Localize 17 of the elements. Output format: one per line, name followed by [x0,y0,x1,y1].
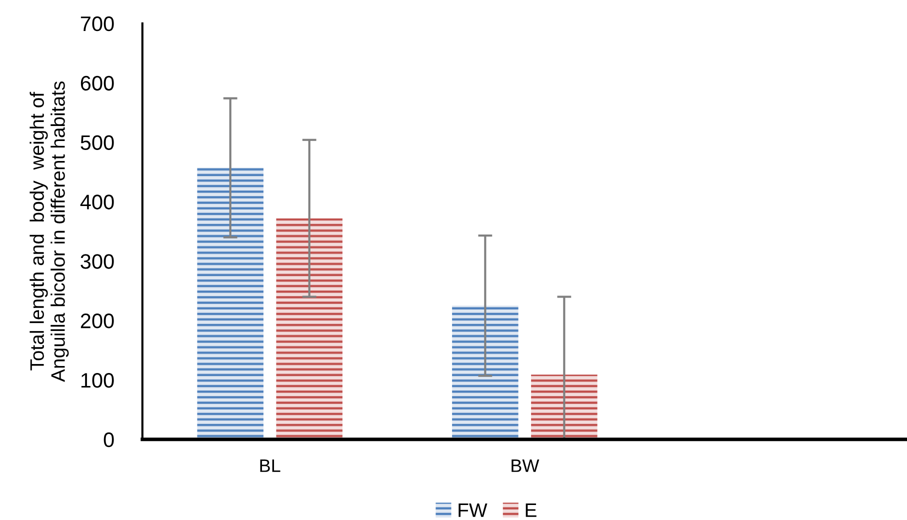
bar [276,218,342,440]
y-tick-label: 100 [81,372,114,388]
y-tick-label: 500 [80,135,114,150]
y-axis-title: Total length and body weight of Anguilla bicolor in different habitats [30,81,69,382]
bar [197,168,264,440]
x-tick-label: BL [260,460,280,472]
legend-label: E [526,503,536,517]
bar [452,306,518,440]
y-tick-label: 200 [80,314,114,328]
y-tick-label: 700 [80,16,114,32]
y-tick-label: 600 [80,76,114,91]
bar [531,374,598,440]
y-tick-label: 300 [80,254,114,269]
y-tick-label: 0 [104,432,114,448]
legend-label: FW [458,503,488,517]
y-tick-label: 400 [80,194,114,210]
x-tick-label: BW [512,460,540,472]
